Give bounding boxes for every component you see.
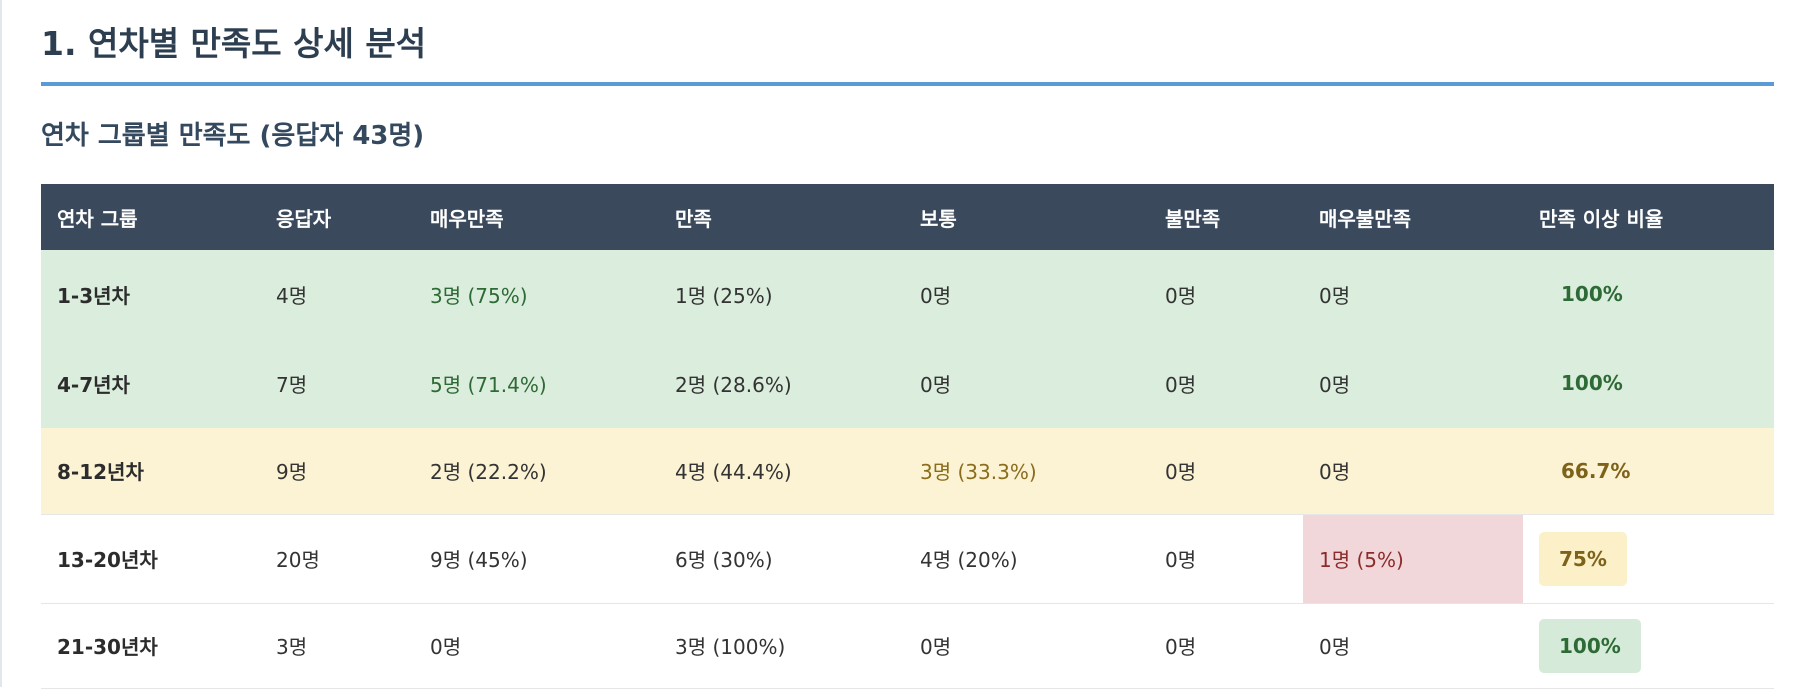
cell-dissatisfied: 0명	[1149, 514, 1303, 604]
cell-satisfaction-rate: 100%	[1523, 250, 1774, 340]
cell-very-dissatisfied: 0명	[1303, 603, 1523, 689]
cell-respondents: 9명	[260, 427, 414, 515]
table-row: 13-20년차 20명 9명 (45%) 6명 (30%) 4명 (20%) 0…	[41, 514, 1774, 604]
cell-group: 8-12년차	[41, 427, 260, 515]
cell-satisfaction-rate: 66.7%	[1523, 427, 1774, 515]
cell-respondents: 3명	[260, 603, 414, 689]
cell-group: 1-3년차	[41, 250, 260, 340]
cell-group: 21-30년차	[41, 603, 260, 689]
page-left-border	[0, 0, 2, 687]
cell-neutral: 0명	[904, 250, 1149, 340]
cell-satisfied: 1명 (25%)	[659, 250, 904, 340]
section-title: 1. 연차별 만족도 상세 분석	[41, 0, 1774, 86]
cell-neutral: 3명 (33.3%)	[904, 427, 1149, 515]
header-neutral: 보통	[920, 206, 957, 231]
subsection-title: 연차 그룹별 만족도 (응답자 43명)	[41, 121, 425, 151]
header-group: 연차 그룹	[57, 206, 138, 231]
header-very-satisfied: 매우만족	[430, 206, 504, 231]
cell-satisfied: 6명 (30%)	[659, 514, 904, 604]
cell-very-satisfied: 5명 (71.4%)	[414, 339, 659, 428]
cell-very-dissatisfied: 0명	[1303, 250, 1523, 340]
cell-satisfied: 4명 (44.4%)	[659, 427, 904, 515]
header-very-dissatisfied: 매우불만족	[1319, 206, 1411, 231]
cell-satisfaction-rate: 75%	[1523, 514, 1774, 604]
header-satisfaction-rate: 만족 이상 비율	[1539, 206, 1664, 231]
table-row: 1-3년차 4명 3명 (75%) 1명 (25%) 0명 0명 0명 100%	[41, 250, 1774, 340]
table-header-row: 연차 그룹 응답자 매우만족 만족 보통 불만족 매우불만족 만족 이상 비율	[41, 184, 1774, 250]
cell-very-dissatisfied: 1명 (5%)	[1303, 514, 1523, 604]
header-satisfied: 만족	[675, 206, 712, 231]
cell-very-dissatisfied: 0명	[1303, 339, 1523, 428]
cell-neutral: 4명 (20%)	[904, 514, 1149, 604]
cell-group: 4-7년차	[41, 339, 260, 428]
cell-satisfied: 3명 (100%)	[659, 603, 904, 689]
cell-very-satisfied: 0명	[414, 603, 659, 689]
cell-respondents: 7명	[260, 339, 414, 428]
cell-very-dissatisfied: 0명	[1303, 427, 1523, 515]
table-row: 8-12년차 9명 2명 (22.2%) 4명 (44.4%) 3명 (33.3…	[41, 427, 1774, 515]
rate-badge: 100%	[1539, 618, 1641, 673]
cell-satisfied: 2명 (28.6%)	[659, 339, 904, 428]
cell-dissatisfied: 0명	[1149, 427, 1303, 515]
cell-dissatisfied: 0명	[1149, 603, 1303, 689]
satisfaction-by-tenure-table: 연차 그룹 응답자 매우만족 만족 보통 불만족 매우불만족 만족 이상 비율 …	[41, 184, 1774, 689]
cell-satisfaction-rate: 100%	[1523, 339, 1774, 428]
cell-neutral: 0명	[904, 603, 1149, 689]
header-respondents: 응답자	[276, 206, 332, 231]
cell-very-satisfied: 2명 (22.2%)	[414, 427, 659, 515]
table-row: 21-30년차 3명 0명 3명 (100%) 0명 0명 0명 100%	[41, 603, 1774, 689]
cell-very-satisfied: 9명 (45%)	[414, 514, 659, 604]
cell-respondents: 4명	[260, 250, 414, 340]
rate-badge: 75%	[1539, 531, 1627, 586]
cell-satisfaction-rate: 100%	[1523, 603, 1774, 689]
cell-dissatisfied: 0명	[1149, 250, 1303, 340]
cell-respondents: 20명	[260, 514, 414, 604]
report-section: 1. 연차별 만족도 상세 분석 연차 그룹별 만족도 (응답자 43명) 연차…	[41, 0, 1774, 689]
header-dissatisfied: 불만족	[1165, 206, 1221, 231]
table-row: 4-7년차 7명 5명 (71.4%) 2명 (28.6%) 0명 0명 0명 …	[41, 339, 1774, 428]
cell-dissatisfied: 0명	[1149, 339, 1303, 428]
cell-group: 13-20년차	[41, 514, 260, 604]
cell-neutral: 0명	[904, 339, 1149, 428]
cell-very-satisfied: 3명 (75%)	[414, 250, 659, 340]
